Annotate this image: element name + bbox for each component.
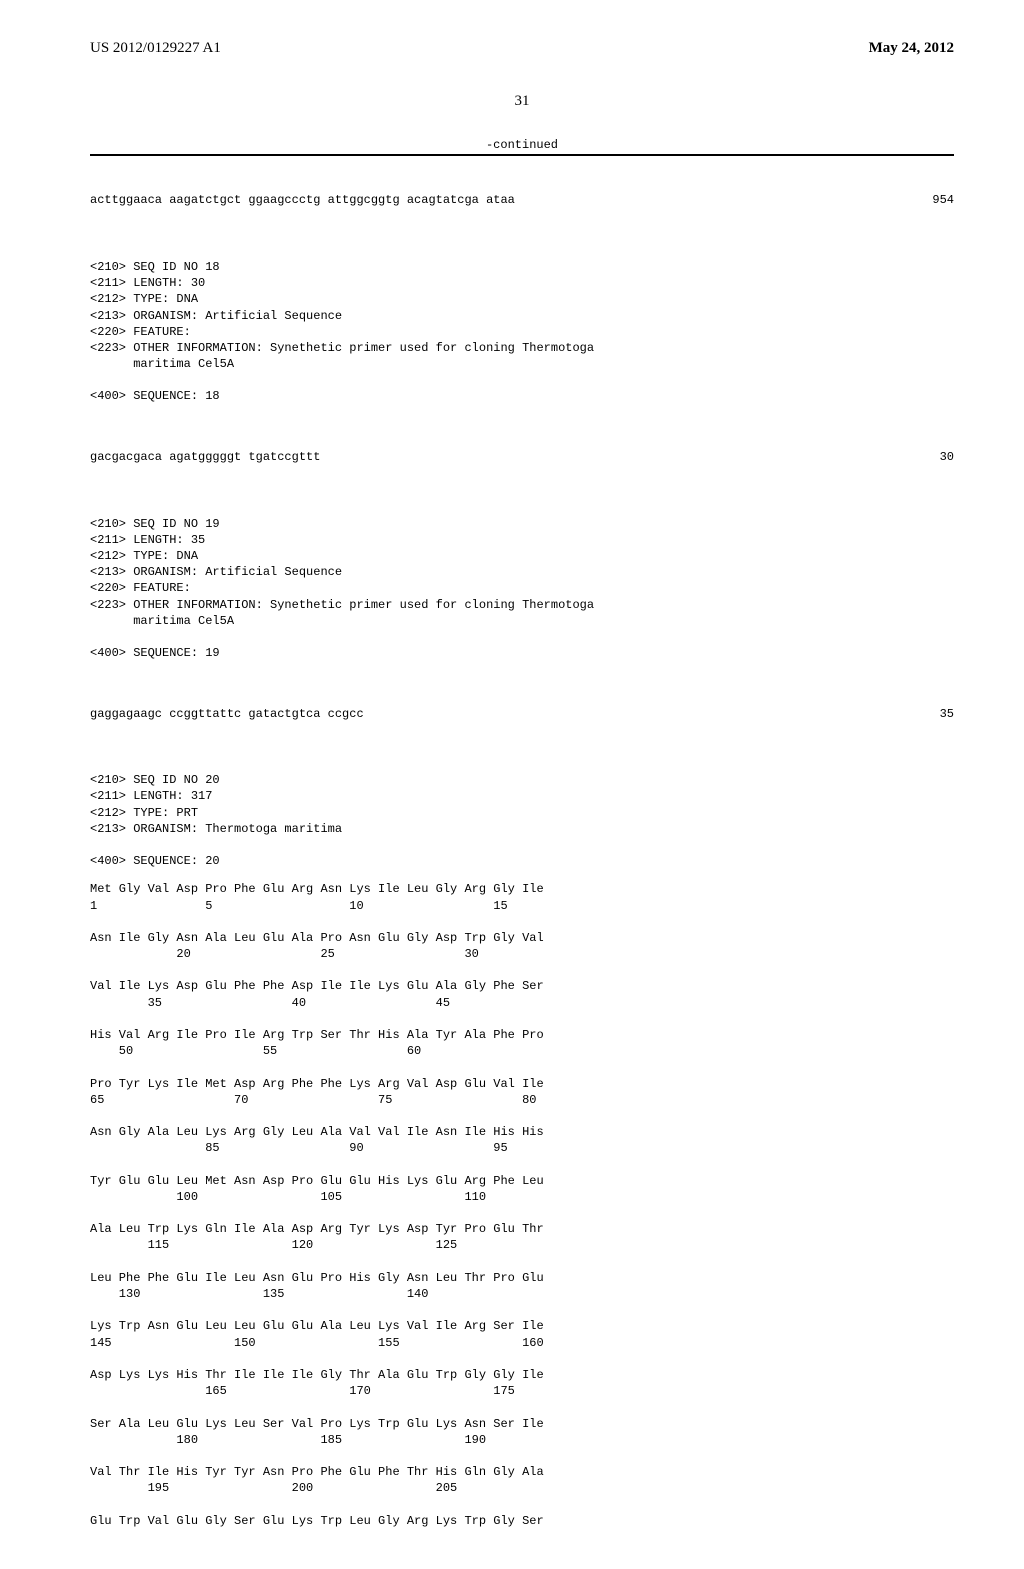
page-number: 31 xyxy=(90,93,954,110)
seq19-meta: <210> SEQ ID NO 19 <211> LENGTH: 35 <212… xyxy=(90,516,954,662)
seq20-meta: <210> SEQ ID NO 20 <211> LENGTH: 317 <21… xyxy=(90,772,954,869)
sequence-number: 30 xyxy=(894,449,954,465)
seq18-sequence: gacgacgaca agatgggggt tgatccgttt 30 xyxy=(90,417,954,498)
publication-number: US 2012/0129227 A1 xyxy=(90,40,221,57)
sequence-number: 954 xyxy=(894,192,954,208)
publication-date: May 24, 2012 xyxy=(869,40,954,57)
sequence-line: gacgacgaca agatgggggt tgatccgttt xyxy=(90,449,320,465)
seq19-sequence: gaggagaagc ccggttattc gatactgtca ccgcc 3… xyxy=(90,673,954,754)
seq18-meta: <210> SEQ ID NO 18 <211> LENGTH: 30 <212… xyxy=(90,259,954,405)
top-sequence: acttggaaca aagatctgct ggaagccctg attggcg… xyxy=(90,160,954,241)
sequence-line: gaggagaagc ccggttattc gatactgtca ccgcc xyxy=(90,706,364,722)
seq20-protein: Met Gly Val Asp Pro Phe Glu Arg Asn Lys … xyxy=(90,881,954,1529)
continued-label: -continued xyxy=(90,138,954,152)
sequence-line: acttggaaca aagatctgct ggaagccctg attggcg… xyxy=(90,192,515,208)
divider xyxy=(90,154,954,156)
sequence-number: 35 xyxy=(894,706,954,722)
page-header: US 2012/0129227 A1 May 24, 2012 xyxy=(90,40,954,57)
